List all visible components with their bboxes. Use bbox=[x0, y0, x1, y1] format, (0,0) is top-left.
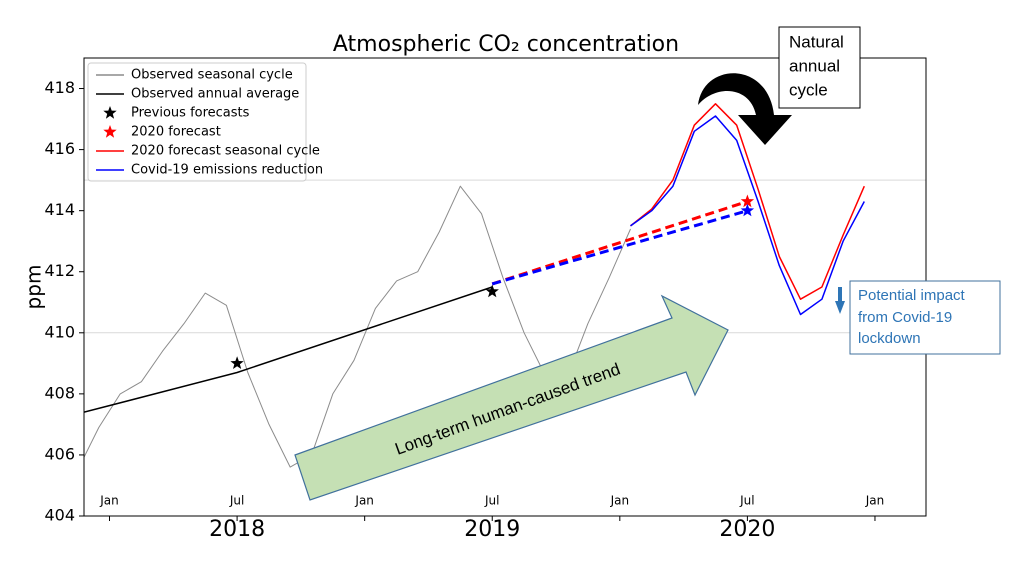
natural-cycle-text: cycle bbox=[789, 80, 828, 99]
series-line bbox=[84, 185, 631, 468]
x-tick-label: Jan bbox=[865, 494, 885, 508]
y-tick-label: 414 bbox=[44, 200, 75, 219]
x-tick-label: Jul bbox=[484, 494, 499, 508]
x-tick-label: Jan bbox=[99, 494, 119, 508]
impact-box bbox=[849, 280, 1001, 355]
legend-marker bbox=[103, 106, 117, 119]
year-label: 2019 bbox=[464, 517, 520, 542]
series-line bbox=[630, 103, 865, 300]
y-axis-label: ppm bbox=[22, 265, 46, 310]
legend-label: Previous forecasts bbox=[131, 106, 250, 121]
x-tick-label: Jan bbox=[610, 494, 630, 508]
legend-marker bbox=[103, 125, 117, 138]
impact-arrow-head bbox=[835, 301, 845, 314]
impact-text: from Covid-19 bbox=[858, 309, 952, 326]
legend-label: Covid-19 emissions reduction bbox=[131, 163, 323, 178]
legend-label: Observed seasonal cycle bbox=[131, 68, 293, 83]
y-tick-label: 418 bbox=[44, 78, 75, 97]
impact-text: lockdown bbox=[858, 330, 921, 347]
trend-dashed-line bbox=[491, 209, 748, 286]
natural-cycle-text: Natural bbox=[789, 32, 844, 51]
legend-label: 2020 forecast seasonal cycle bbox=[131, 144, 320, 159]
chart-title: Atmospheric CO₂ concentration bbox=[333, 32, 679, 57]
plot-area bbox=[84, 103, 926, 468]
legend: Observed seasonal cycle Observed annual a… bbox=[87, 62, 323, 182]
series-line bbox=[630, 115, 865, 316]
forecast-star bbox=[485, 284, 499, 298]
y-tick-label: 404 bbox=[44, 506, 75, 525]
y-tick-label: 406 bbox=[44, 444, 75, 463]
x-tick-label: Jul bbox=[229, 494, 244, 508]
trend-arrow bbox=[294, 294, 729, 501]
series-line bbox=[84, 286, 493, 413]
legend-label: Observed annual average bbox=[131, 87, 299, 102]
year-label: 2018 bbox=[209, 517, 265, 542]
forecast-star bbox=[740, 194, 755, 208]
x-tick-label: Jul bbox=[739, 494, 754, 508]
legend-label: 2020 forecast bbox=[131, 125, 221, 140]
y-tick-label: 412 bbox=[44, 261, 75, 280]
covid-forecast-star bbox=[740, 203, 755, 217]
natural-cycle-text: annual bbox=[789, 56, 840, 75]
y-tick-label: 410 bbox=[44, 322, 75, 341]
cycle-arrow bbox=[698, 73, 792, 145]
legend-box bbox=[87, 62, 307, 182]
forecast-star bbox=[230, 356, 244, 369]
year-label: 2020 bbox=[719, 517, 775, 542]
natural-cycle-box bbox=[778, 26, 861, 109]
x-tick-label: Jan bbox=[354, 494, 374, 508]
impact-arrow-shaft bbox=[838, 287, 842, 301]
y-tick-label: 408 bbox=[44, 383, 75, 402]
y-tick-label: 416 bbox=[44, 139, 75, 158]
impact-text: Potential impact bbox=[858, 287, 966, 304]
